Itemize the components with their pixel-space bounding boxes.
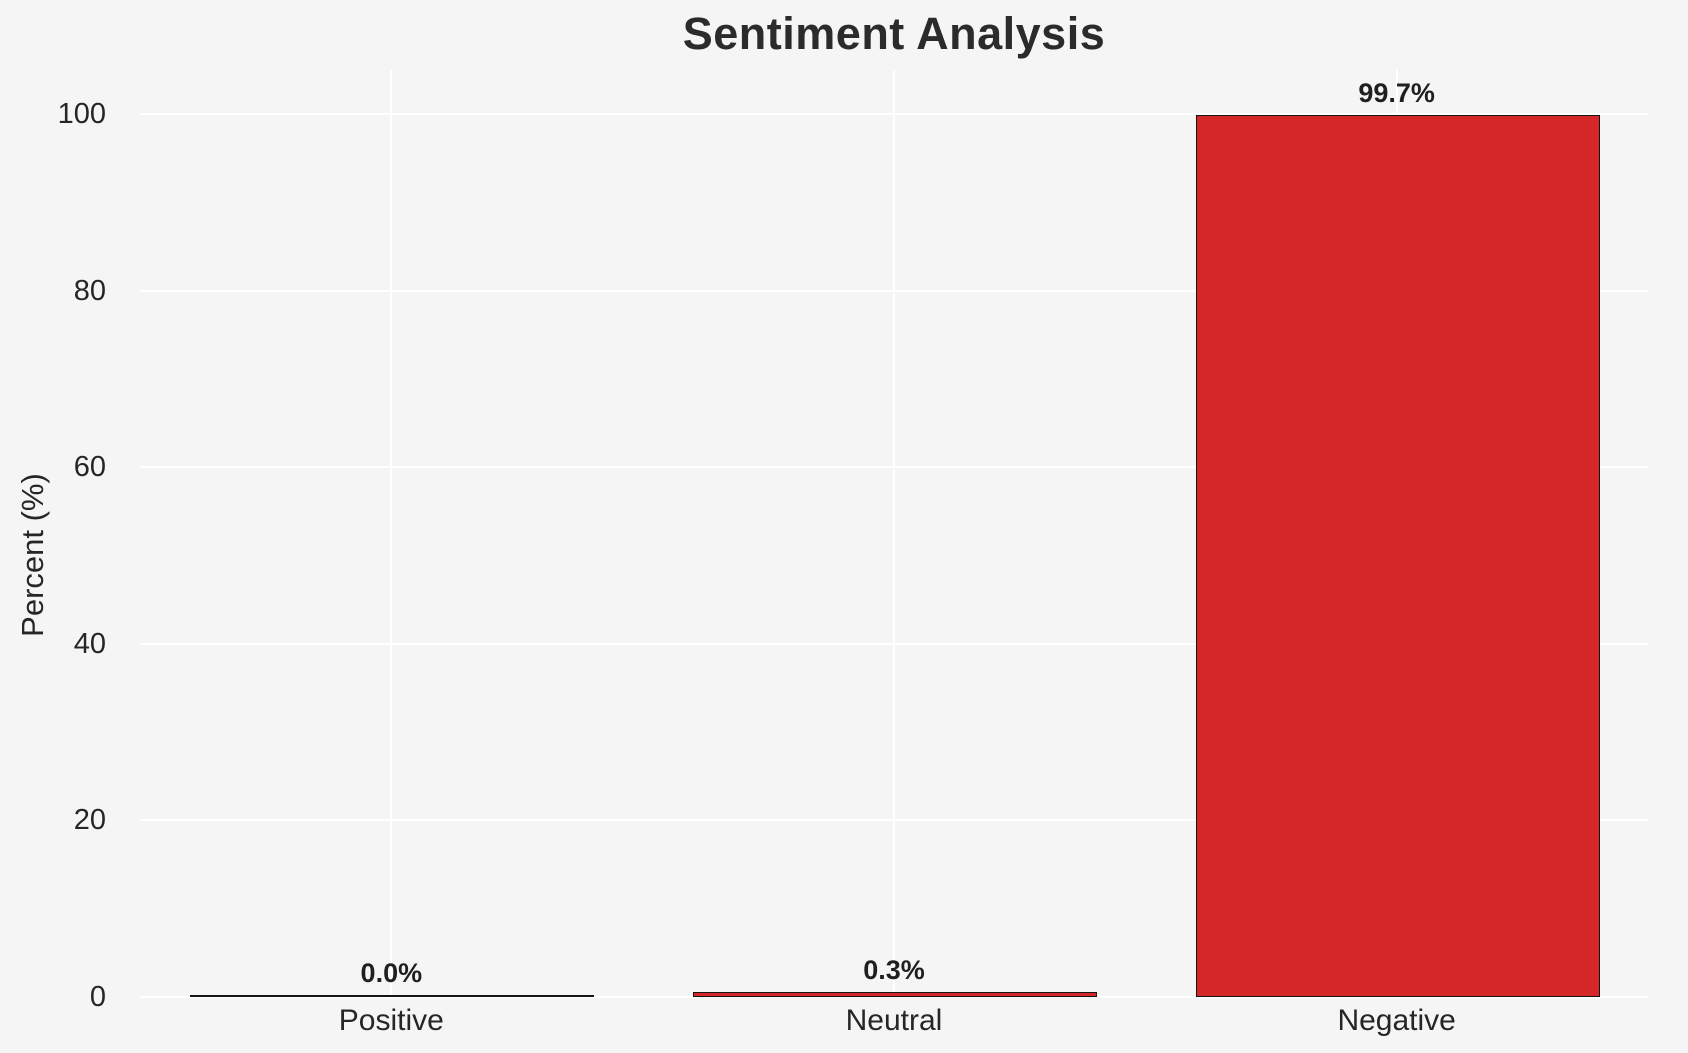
bar-value-label: 0.0% [360, 958, 423, 988]
bar-neutral [692, 992, 1098, 997]
y-tick-label: 40 [73, 627, 106, 660]
gridline-vertical [390, 70, 393, 997]
bar-value-label: 0.3% [863, 955, 925, 985]
y-tick-label: 100 [57, 98, 106, 131]
bar-value-label: 99.7% [1358, 78, 1435, 108]
gridline-horizontal [140, 996, 1648, 998]
y-tick-label: 20 [73, 804, 106, 837]
y-axis-label: Percent (%) [15, 473, 50, 637]
plot-area: 0.0% 0.3% 99.7% [140, 70, 1648, 998]
bar-negative [1195, 115, 1600, 997]
chart-title: Sentiment Analysis [682, 8, 1106, 59]
bar-positive [190, 995, 595, 997]
y-tick-label: 80 [73, 274, 106, 307]
x-tick-label: Negative [1337, 1004, 1456, 1037]
y-tick-label: 60 [73, 451, 106, 484]
x-tick-label: Neutral [845, 1004, 943, 1037]
gridline-vertical [893, 70, 895, 997]
x-tick-label: Positive [338, 1004, 444, 1037]
y-tick-label: 0 [89, 981, 106, 1013]
